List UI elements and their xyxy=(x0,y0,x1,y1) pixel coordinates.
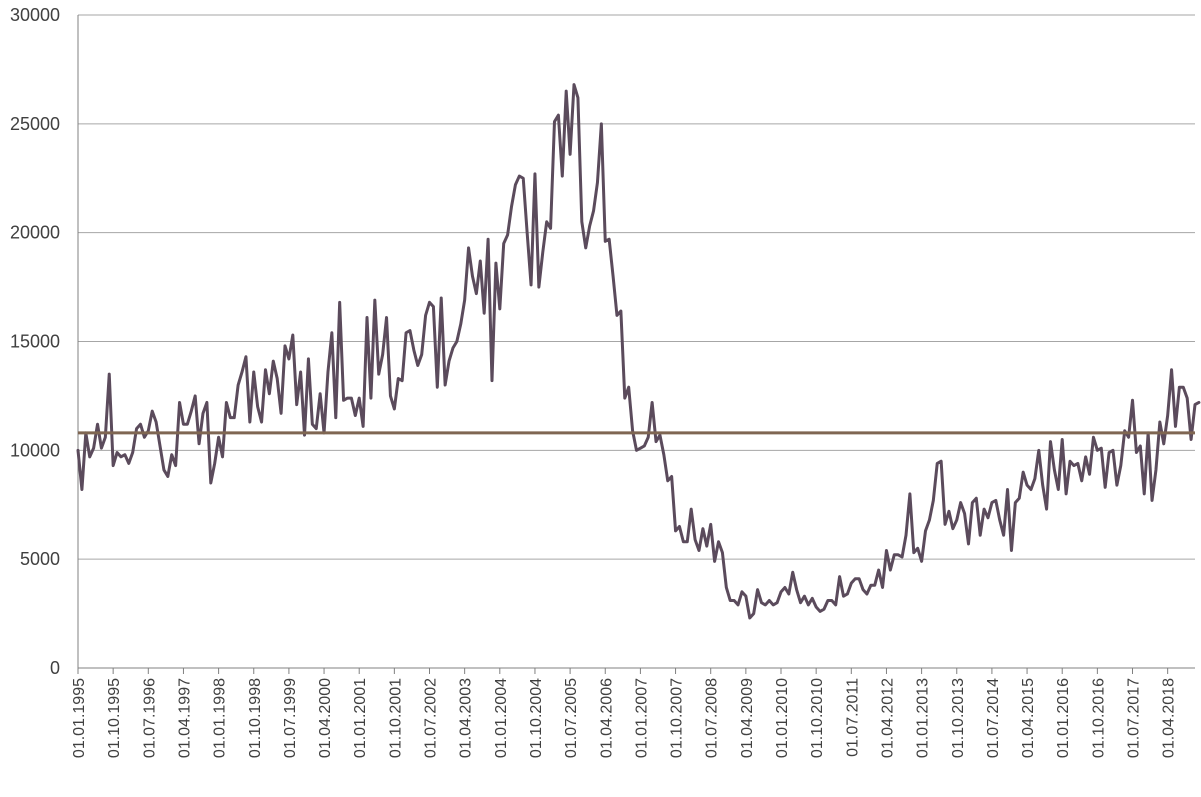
x-tick-label: 01.07.1996 xyxy=(141,678,158,758)
x-tick-label: 01.10.2007 xyxy=(669,678,686,758)
y-tick-label: 20000 xyxy=(10,223,60,243)
x-tick-label: 01.10.2001 xyxy=(387,678,404,758)
x-tick-label: 01.04.2012 xyxy=(879,678,896,758)
x-tick-label: 01.01.2016 xyxy=(1055,678,1072,758)
x-tick-label: 01.07.2005 xyxy=(563,678,580,758)
x-tick-label: 01.01.1998 xyxy=(212,678,229,758)
x-tick-label: 01.07.2014 xyxy=(985,678,1002,758)
x-tick-label: 01.07.2002 xyxy=(423,678,440,758)
y-tick-labels: 0 5000 10000 15000 20000 25000 30000 xyxy=(10,5,60,678)
gridlines xyxy=(78,14,1195,560)
x-tick-label: 01.04.2009 xyxy=(739,678,756,758)
y-tick-label: 30000 xyxy=(10,5,60,25)
y-tick-label: 5000 xyxy=(20,549,60,569)
x-tick-label: 01.04.2018 xyxy=(1161,678,1178,758)
x-tick-label: 01.01.2004 xyxy=(493,678,510,758)
y-tick-label: 10000 xyxy=(10,440,60,460)
x-tick-label: 01.04.2006 xyxy=(598,678,615,758)
x-tick-label: 01.04.2000 xyxy=(317,678,334,758)
x-tick-labels: 01.01.1995 01.10.1995 01.07.1996 01.04.1997… xyxy=(71,678,1178,758)
series-lines xyxy=(76,83,1201,620)
axes xyxy=(77,15,1195,674)
y-tick-label: 15000 xyxy=(10,332,60,352)
x-tick-label: 01.10.1998 xyxy=(247,678,264,758)
series-line-main xyxy=(76,83,1201,620)
x-tick-label: 01.01.2013 xyxy=(915,678,932,758)
y-tick-label: 0 xyxy=(50,658,60,678)
y-tick-label: 25000 xyxy=(10,114,60,134)
x-tick-label: 01.04.1997 xyxy=(176,678,193,758)
x-tick-label: 01.10.2016 xyxy=(1090,678,1107,758)
x-tick-label: 01.01.1995 xyxy=(71,678,88,758)
x-tick-label: 01.01.2007 xyxy=(633,678,650,758)
x-tick-label: 01.04.2003 xyxy=(458,678,475,758)
x-tick-label: 01.10.2013 xyxy=(950,678,967,758)
x-tick-label: 01.10.2004 xyxy=(528,678,545,758)
x-tick-label: 01.04.2015 xyxy=(1020,678,1037,758)
x-tick-label: 01.01.2001 xyxy=(352,678,369,758)
x-tick-label: 01.07.2008 xyxy=(704,678,721,758)
x-tick-label: 01.07.1999 xyxy=(282,678,299,758)
x-tick-label: 01.10.2010 xyxy=(809,678,826,758)
x-tick-label: 01.07.2017 xyxy=(1126,678,1143,758)
x-tick-label: 01.01.2010 xyxy=(774,678,791,758)
x-tick-label: 01.07.2011 xyxy=(844,678,861,757)
x-tick-label: 01.10.1995 xyxy=(106,678,123,758)
